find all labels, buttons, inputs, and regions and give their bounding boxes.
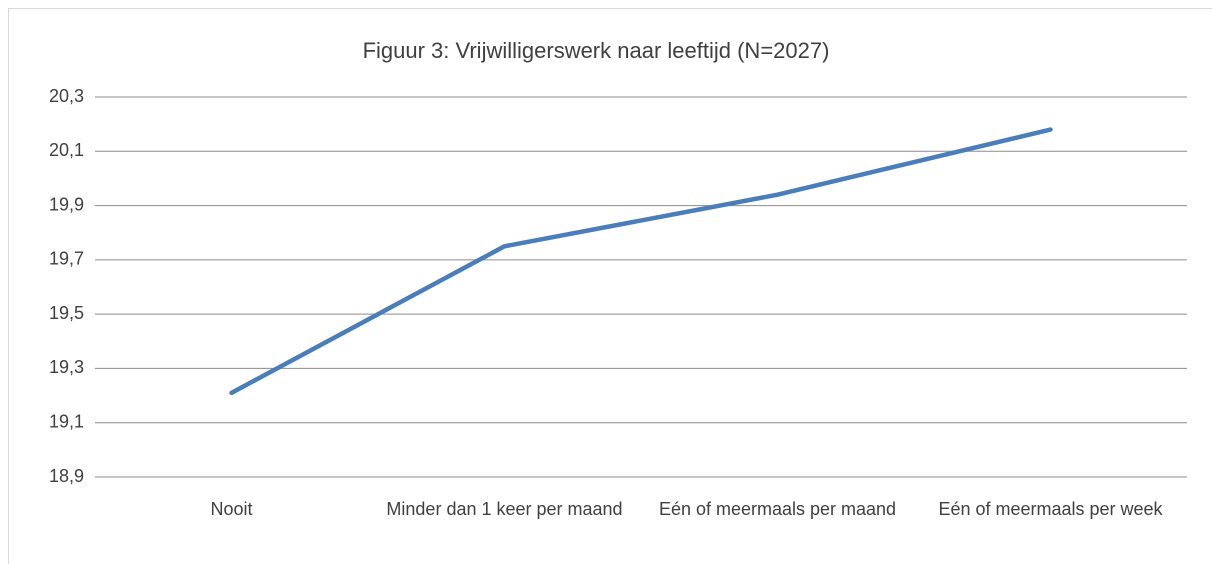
y-tick-label: 19,5 [49, 303, 84, 323]
y-tick-label: 19,7 [49, 249, 84, 269]
y-tick-label: 18,9 [49, 466, 84, 486]
y-tick-label: 20,1 [49, 140, 84, 160]
chart-border [8, 8, 1212, 564]
y-tick-label: 19,9 [49, 194, 84, 214]
data-line [229, 127, 1053, 396]
x-tick-label: Eén of meermaals per week [938, 499, 1163, 519]
chart-title: Figuur 3: Vrijwilligerswerk naar leeftij… [363, 38, 830, 63]
y-tick-label: 19,1 [49, 411, 84, 431]
y-tick-label: 20,3 [49, 86, 84, 106]
x-tick-label: Eén of meermaals per maand [658, 499, 897, 519]
y-tick-label: 19,3 [49, 357, 84, 377]
x-tick-label: Minder dan 1 keer per maand [386, 499, 623, 519]
x-tick-label: Nooit [210, 499, 253, 519]
